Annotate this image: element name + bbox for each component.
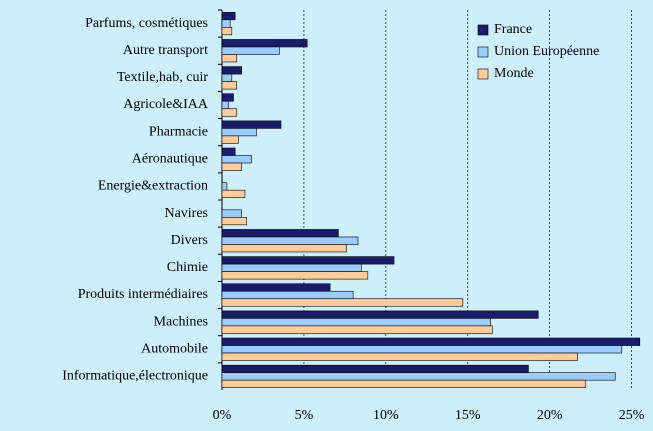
y-tick-label: Produits intermédiaires [78, 287, 208, 302]
bar [221, 128, 257, 137]
y-tick-label: Chimie [167, 260, 208, 275]
bar [221, 147, 236, 156]
bar [221, 217, 247, 226]
bar [221, 290, 354, 300]
bar [221, 66, 242, 75]
bar [221, 182, 228, 191]
legend-swatch [477, 24, 489, 36]
bar [221, 135, 239, 144]
bar [221, 73, 233, 82]
bar [221, 283, 331, 292]
bar [221, 108, 238, 117]
y-tick-label: Aéronautique [132, 152, 208, 167]
y-tick-label: Parfums, cosmétiques [85, 16, 208, 31]
bar [221, 379, 587, 388]
y-tick-label: Automobile [141, 342, 208, 357]
bar [221, 39, 308, 48]
bar [221, 189, 246, 198]
bar [221, 372, 616, 381]
bar [221, 100, 229, 110]
bar [221, 27, 233, 36]
bar [221, 236, 359, 245]
y-tick-label: Navires [164, 206, 208, 221]
y-tick-label: Textile,hab, cuir [117, 70, 208, 85]
bar [221, 19, 231, 28]
bar [221, 93, 234, 102]
x-tick-label: 10% [373, 408, 399, 423]
bar [221, 318, 492, 327]
x-tick-label: 5% [295, 408, 314, 423]
y-tick-label: Agricole&IAA [123, 97, 209, 112]
bar [221, 325, 493, 334]
bar [221, 120, 282, 129]
legend-swatch [477, 46, 489, 58]
bar [221, 271, 369, 280]
x-tick-label: 15% [455, 408, 481, 423]
bar [221, 352, 578, 361]
bar [221, 155, 252, 164]
bar [221, 364, 529, 373]
bar [221, 229, 339, 238]
bar [221, 162, 242, 171]
y-tick-label: Pharmacie [149, 124, 208, 139]
bar [221, 81, 238, 90]
bar [221, 298, 464, 307]
bar [221, 263, 362, 272]
y-tick-label: Machines [154, 314, 208, 329]
bar [221, 310, 539, 319]
x-tick-label: 20% [537, 408, 563, 423]
legend-label: Monde [494, 66, 534, 81]
bar [221, 46, 280, 55]
bar [221, 209, 242, 218]
bar [221, 54, 238, 63]
y-tick-label: Informatique,électronique [62, 369, 208, 384]
legend-swatch [477, 68, 489, 80]
x-tick-label: 0% [213, 408, 232, 423]
bar [221, 345, 623, 354]
bar [221, 12, 236, 21]
bar [221, 256, 395, 265]
y-tick-label: Autre transport [123, 43, 208, 58]
legend-label: France [494, 22, 532, 37]
y-tick-label: Divers [171, 233, 208, 248]
bar [221, 244, 347, 253]
legend-label: Union Européenne [494, 44, 599, 59]
bar [221, 337, 641, 346]
y-tick-label: Energie&extraction [98, 179, 208, 194]
x-tick-label: 25% [619, 408, 645, 423]
